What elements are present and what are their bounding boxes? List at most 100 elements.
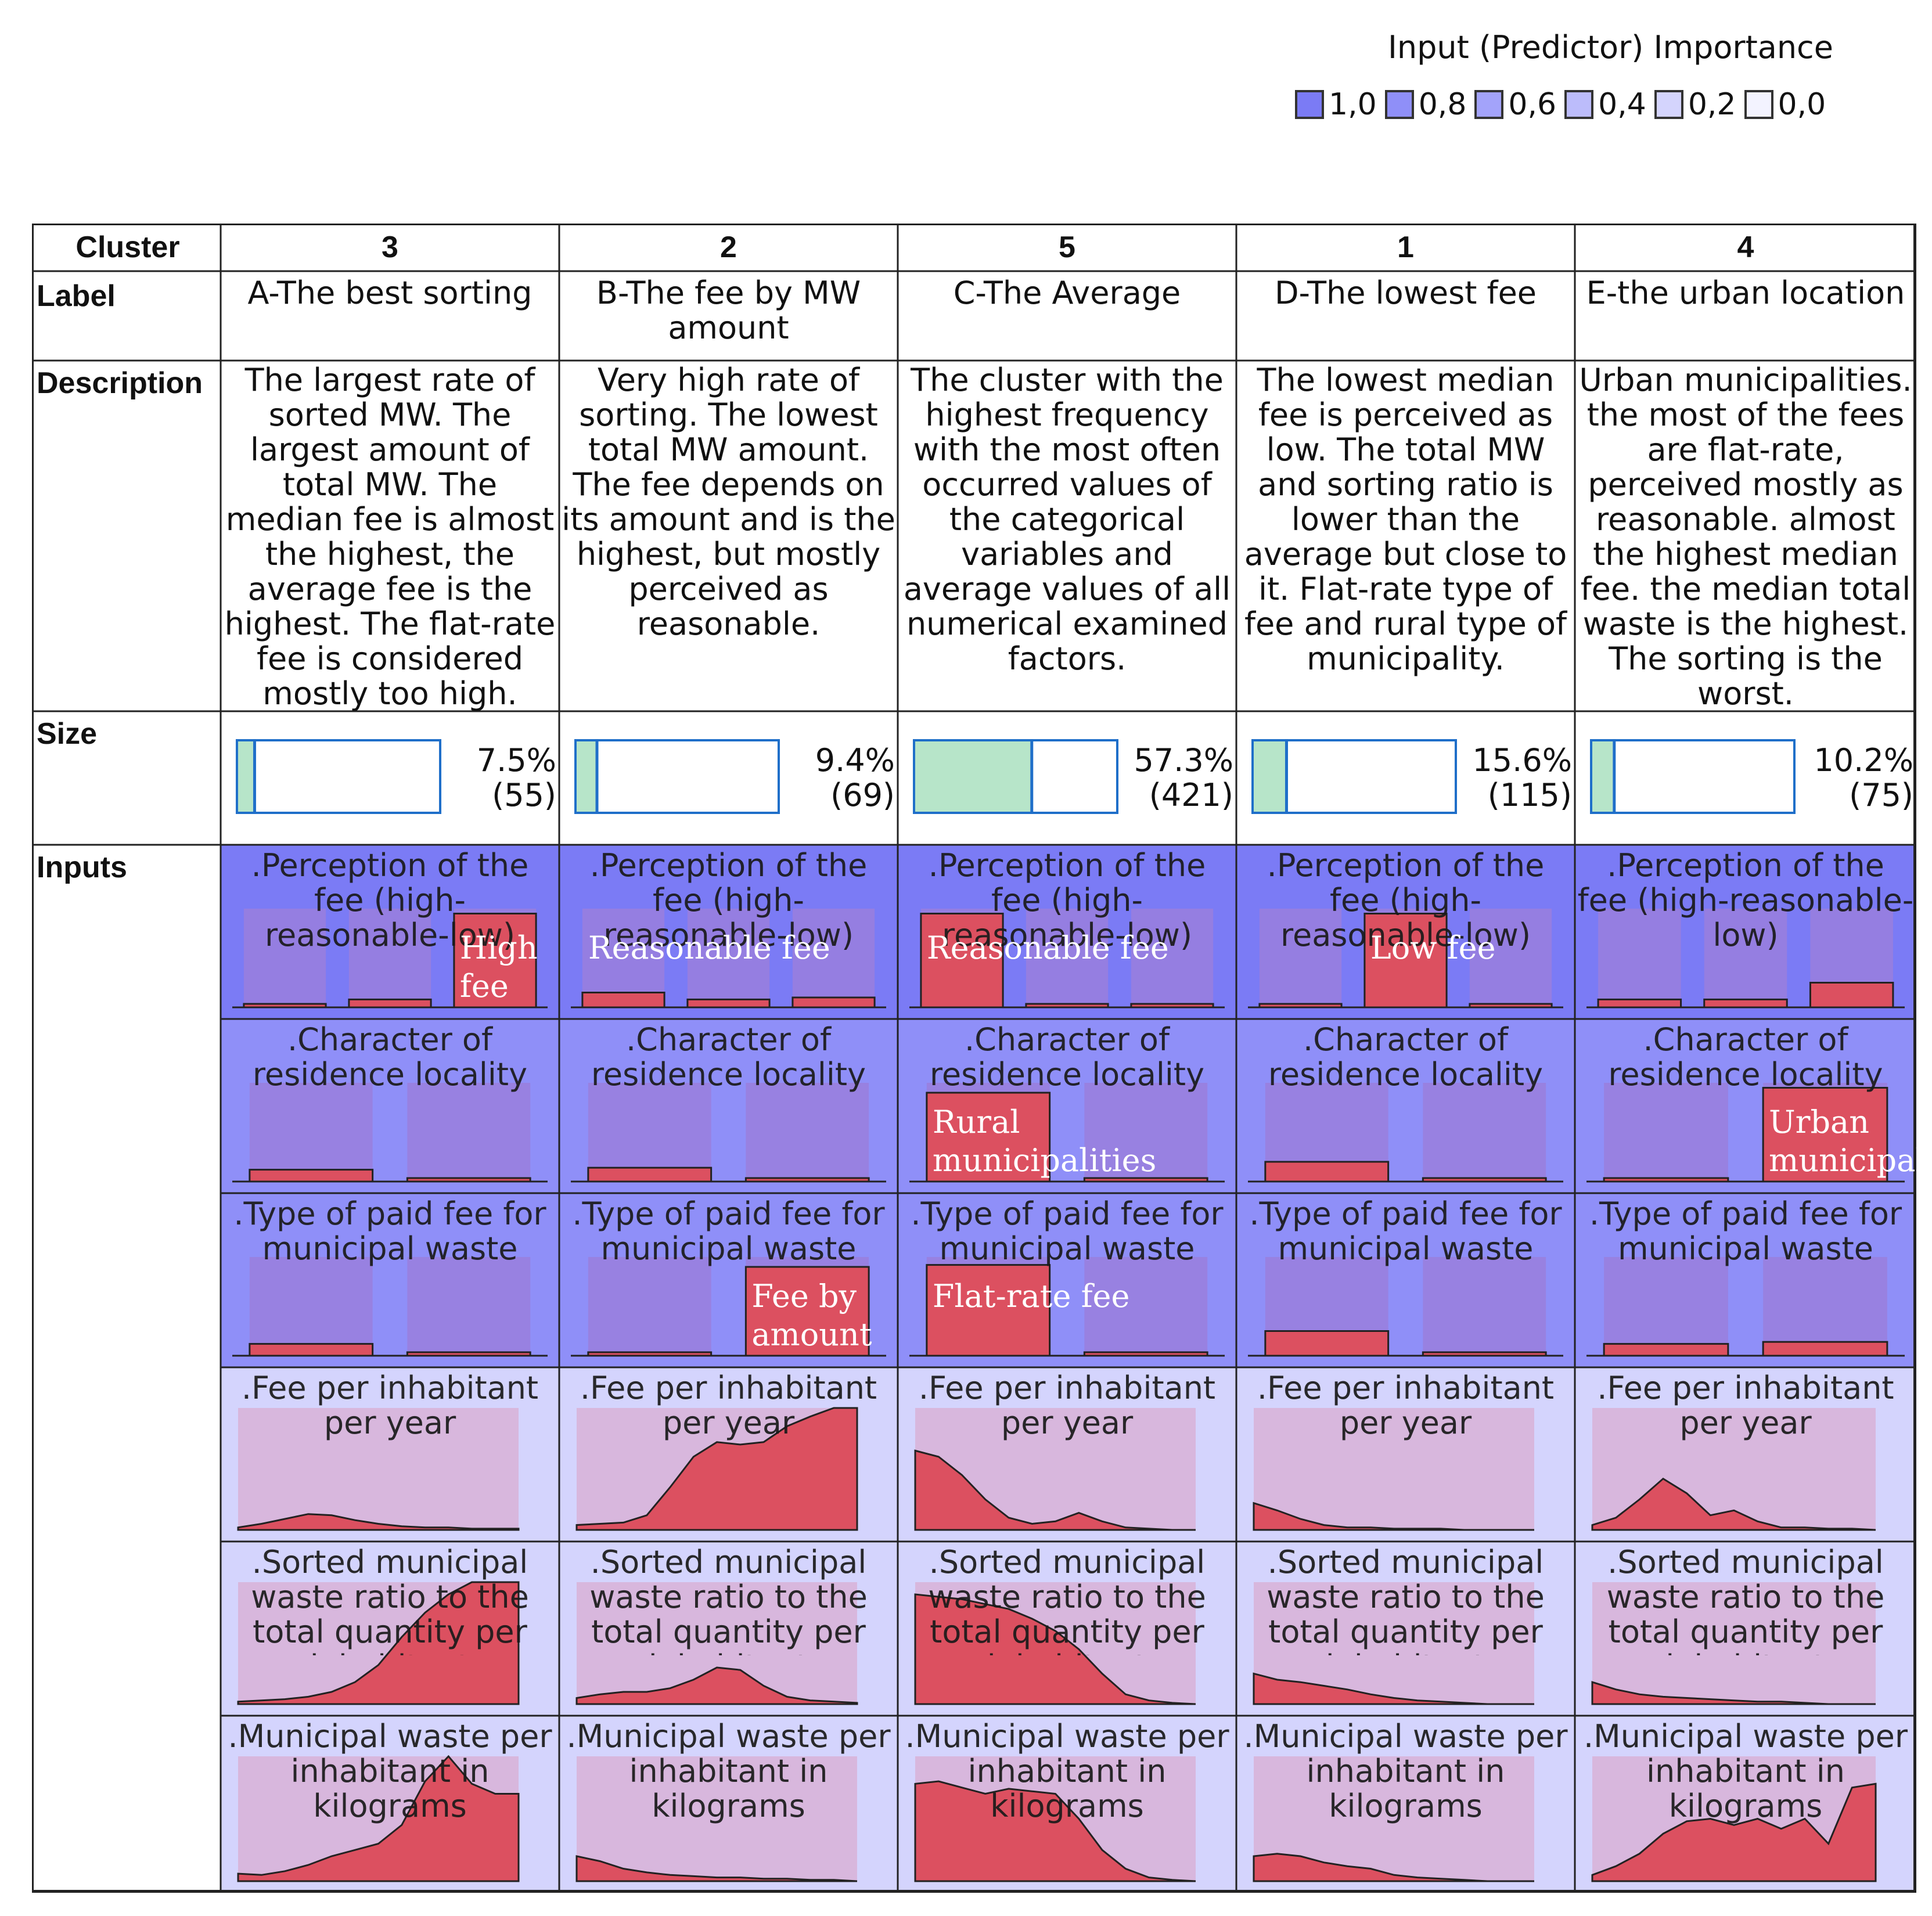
category-bar (1264, 1330, 1390, 1357)
category-bar-bg (588, 1257, 711, 1356)
input-name: .Type of paid fee for municipal waste (233, 1197, 546, 1267)
legend-item: 0,2 (1654, 87, 1736, 122)
category-bar-bg (1026, 909, 1109, 1007)
density-curve (575, 1666, 858, 1705)
legend-label: 0,6 (1508, 87, 1557, 122)
input-name: .Fee per inhabitant per year (241, 1371, 539, 1441)
cluster-label: D-The lowest fee (1274, 276, 1537, 311)
input-name: .Character of residence locality (591, 1022, 866, 1093)
legend-label: 0,8 (1418, 87, 1467, 122)
size-count: (75) (1849, 778, 1913, 813)
size-bar-fill (577, 741, 596, 812)
category-bar-bg (1469, 909, 1552, 1007)
category-bar-bg (1084, 1083, 1208, 1182)
legend-item: 0,0 (1744, 87, 1826, 122)
category-annotation: Reasonable fee (588, 930, 830, 966)
size-percent: 15.6% (1472, 743, 1572, 779)
table-graphics (32, 224, 1916, 1893)
category-bar (249, 1169, 374, 1183)
input-name: .Sorted municipal waste ratio to the tot… (1267, 1545, 1545, 1655)
cluster-id: 2 (720, 231, 737, 264)
cluster-description: Very high rate of sorting. The lowest to… (562, 363, 895, 642)
category-bar-bg (746, 1083, 869, 1182)
legend-swatch (1474, 90, 1504, 119)
input-name: .Type of paid fee for municipal waste (572, 1197, 885, 1267)
density-curve (1253, 1501, 1534, 1531)
cluster-id: 4 (1737, 231, 1754, 264)
category-bar-bg (1131, 909, 1214, 1007)
cluster-table: Cluster Label Description Size Inputs 3 A-The … (32, 224, 1916, 1893)
row-header-cluster: Cluster (75, 231, 180, 264)
input-name: .Municipal waste per inhabitant in kilog… (228, 1719, 552, 1824)
input-name: .Type of paid fee for municipal waste (911, 1197, 1224, 1267)
legend-label: 0,0 (1778, 87, 1826, 122)
density-curve (914, 1780, 1196, 1882)
density-curve (914, 1449, 1196, 1531)
cluster-label: E-the urban location (1586, 276, 1905, 311)
size-bar-divider (253, 741, 256, 812)
row-header-label: Label (37, 279, 116, 313)
input-name: .Type of paid fee for municipal waste (1589, 1197, 1902, 1267)
cluster-description: The cluster with the highest frequency w… (903, 363, 1231, 677)
input-name: .Sorted municipal waste ratio to the tot… (589, 1545, 868, 1655)
category-bar-bg (792, 909, 875, 1007)
input-name: .Perception of the fee (high-reasonable-… (251, 848, 529, 953)
input-name: .Perception of the fee (high-reasonable-… (928, 848, 1206, 953)
size-percent: 9.4% (815, 743, 895, 779)
cluster-description: The largest rate of sorted MW. The large… (224, 363, 556, 711)
category-bar (587, 1166, 713, 1183)
cluster-description: The lowest median fee is perceived as lo… (1244, 363, 1567, 677)
density-curve (1253, 1672, 1534, 1705)
input-name: .Municipal waste per inhabitant in kilog… (1243, 1719, 1568, 1824)
cluster-id: 1 (1397, 231, 1414, 264)
category-bar-bg (1598, 909, 1681, 1007)
input-name: .Character of residence locality (1608, 1022, 1883, 1093)
cluster-label: A-The best sorting (247, 276, 533, 311)
legend-swatch (1744, 90, 1773, 119)
category-annotation: High fee (459, 930, 538, 1004)
input-name: .Character of residence locality (252, 1022, 528, 1093)
size-bar-divider (1285, 741, 1288, 812)
category-bar-bg (1259, 909, 1342, 1007)
category-bar (1762, 1341, 1888, 1357)
density-curve (237, 1755, 520, 1882)
size-bar-fill (915, 741, 1031, 812)
category-bar-bg (407, 1257, 531, 1356)
category-bar (744, 1266, 870, 1357)
category-bar (1363, 913, 1448, 1009)
category-bar (1264, 1161, 1390, 1183)
legend-item: 0,6 (1474, 87, 1556, 122)
category-bar (1597, 998, 1682, 1009)
density-curve (1591, 1477, 1876, 1531)
size-bar-fill (1254, 741, 1285, 812)
size-bar-frame (574, 739, 780, 814)
category-bar-bg (249, 1083, 373, 1182)
size-percent: 7.5% (476, 743, 556, 779)
density-plot-bg (238, 1408, 519, 1530)
cluster-id: 5 (1059, 231, 1075, 264)
category-bar (1762, 1087, 1888, 1183)
input-name: .Municipal waste per inhabitant in kilog… (1583, 1719, 1908, 1824)
density-plot-bg (1592, 1582, 1876, 1704)
input-name: .Fee per inhabitant per year (1597, 1371, 1894, 1441)
input-name: .Municipal waste per inhabitant in kilog… (566, 1719, 891, 1824)
category-annotation: Flat-rate fee (932, 1278, 1130, 1314)
legend-items: 1,0 0,8 0,6 0,4 0,2 0,0 (1295, 87, 1826, 122)
size-count: (421) (1149, 778, 1233, 813)
input-name: .Municipal waste per inhabitant in kilog… (905, 1719, 1229, 1824)
size-percent: 10.2% (1814, 743, 1913, 779)
category-bar-bg (407, 1083, 531, 1182)
legend-swatch (1295, 90, 1324, 119)
density-curve (237, 1513, 520, 1531)
category-bar (920, 913, 1004, 1009)
input-name: .Perception of the fee (high-reasonable-… (589, 848, 868, 953)
legend-item: 0,8 (1384, 87, 1467, 122)
input-name: .Fee per inhabitant per year (580, 1371, 877, 1441)
row-header-description: Description (37, 366, 203, 400)
size-percent: 57.3% (1134, 743, 1233, 779)
category-bar (249, 1343, 374, 1357)
legend-label: 0,2 (1688, 87, 1736, 122)
legend-item: 1,0 (1295, 87, 1377, 122)
density-curve (1591, 1681, 1876, 1705)
density-curve (1253, 1853, 1534, 1882)
